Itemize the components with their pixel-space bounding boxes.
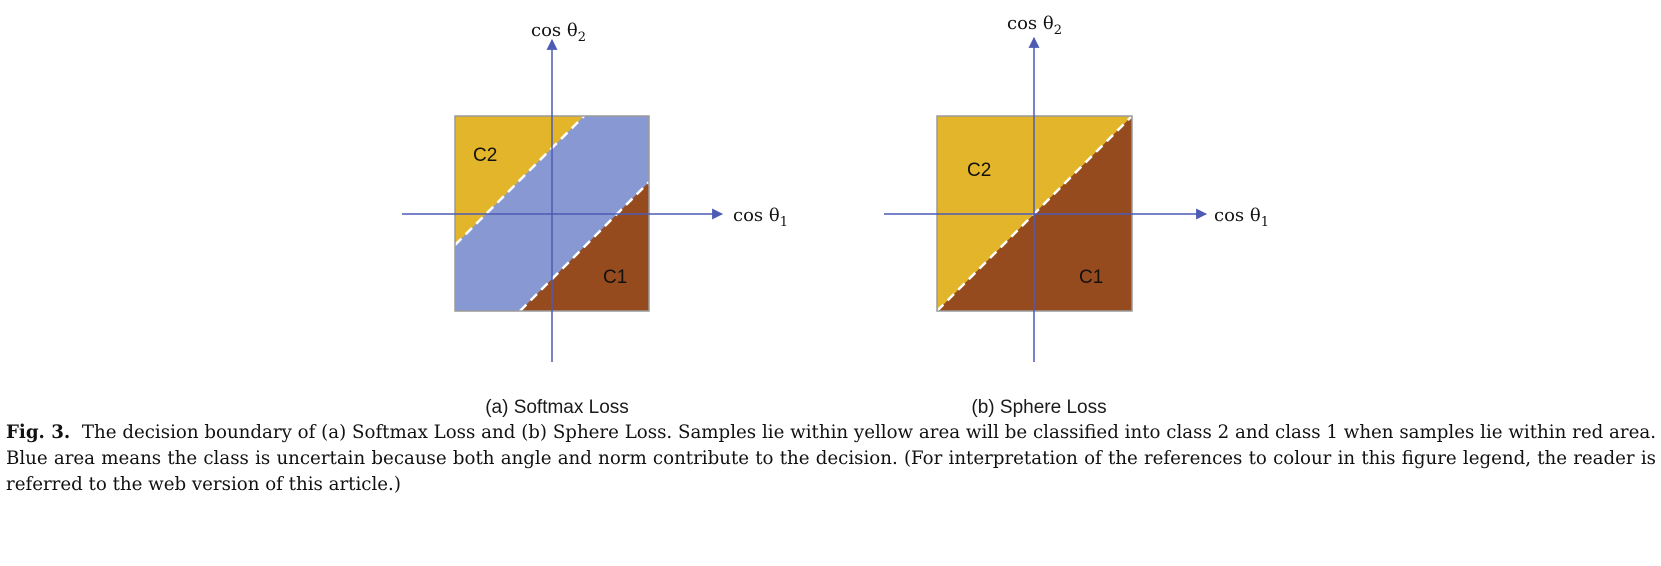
panel-a-y-axis-label: cos θ2: [531, 20, 586, 45]
panel-a-region-c2-label: C2: [473, 145, 497, 166]
figure-caption: Fig. 3. The decision boundary of (a) Sof…: [6, 420, 1656, 498]
caption-prefix: Fig. 3.: [6, 422, 71, 443]
panel-b-x-axis-label: cos θ1: [1214, 205, 1269, 230]
panel-a-region-c1-label: C1: [603, 267, 627, 288]
panel-b-title: (b) Sphere Loss: [971, 397, 1106, 418]
panel-b-y-axis-label: cos θ2: [1007, 13, 1062, 38]
panel-b-region-c2-label: C2: [967, 160, 991, 181]
panel-b: C2 C1 cos θ1 cos θ2 (b) Sphere Loss: [884, 13, 1269, 418]
panel-a-title: (a) Softmax Loss: [485, 397, 629, 418]
caption-text: The decision boundary of (a) Softmax Los…: [6, 422, 1656, 495]
panel-a-boundary-upper: [454, 115, 585, 246]
panel-b-region-c1-label: C1: [1079, 267, 1103, 288]
figure: C2 C1 cos θ1 cos θ2 (a) Softmax Loss C2 …: [402, 13, 1269, 418]
panel-a-x-axis-label: cos θ1: [733, 205, 788, 230]
panel-a: C2 C1 cos θ1 cos θ2 (a) Softmax Loss: [402, 20, 788, 418]
panel-a-boundary-lower: [519, 181, 650, 312]
